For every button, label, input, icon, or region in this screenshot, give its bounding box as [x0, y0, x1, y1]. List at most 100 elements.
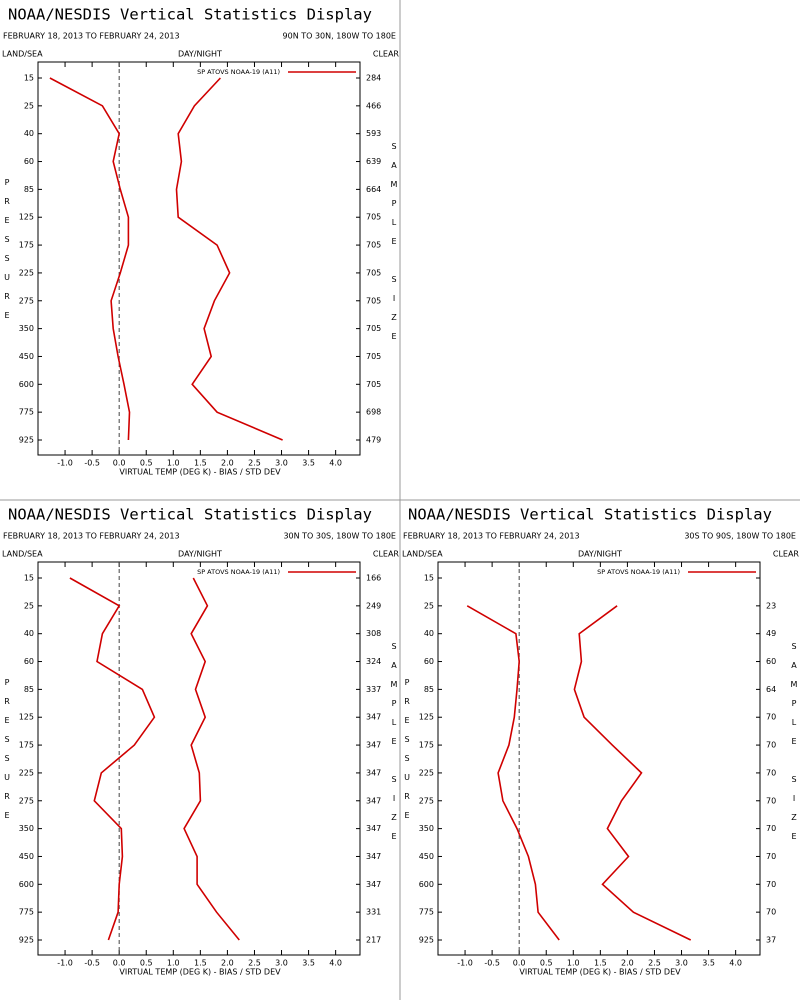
x-tick-label: 2.5	[248, 459, 261, 468]
x-tick-label: 0.5	[140, 459, 153, 468]
sample-size: 60	[766, 657, 776, 666]
y-tick-label: 60	[24, 657, 34, 666]
y2-axis-label: SAMPLE SIZE	[790, 642, 799, 851]
x-tick-label: 2.0	[221, 959, 234, 968]
y-tick-label: 275	[19, 796, 34, 805]
sample-size: 466	[366, 101, 381, 110]
y-tick-label: 15	[24, 74, 34, 83]
y-tick-label: 85	[424, 685, 434, 694]
y-tick-label: 925	[419, 936, 434, 945]
sample-size: 70	[766, 768, 776, 777]
y2-axis-label: SAMPLE SIZE	[390, 142, 399, 351]
sample-size: 70	[766, 880, 776, 889]
sample-size: 249	[366, 601, 381, 610]
surface: LAND/SEA	[2, 50, 43, 59]
y-tick-label: 40	[24, 629, 34, 638]
bias-line	[466, 605, 560, 941]
y-tick-label: 600	[19, 880, 34, 889]
y-tick-label: 225	[419, 768, 434, 777]
time: DAY/NIGHT	[178, 550, 222, 559]
y-tick-label: 40	[24, 129, 34, 138]
x-tick-label: 0.0	[113, 459, 126, 468]
std-dev-line	[573, 605, 692, 941]
sample-size: 347	[366, 796, 381, 805]
time: DAY/NIGHT	[178, 50, 222, 59]
sample-size: 324	[366, 657, 381, 666]
region: 30S TO 90S, 180W TO 180E	[684, 532, 796, 541]
y-tick-label: 60	[24, 157, 34, 166]
x-tick-label: 4.0	[729, 959, 742, 968]
region: 30N TO 30S, 180W TO 180E	[283, 532, 396, 541]
x-tick-label: 3.5	[302, 459, 315, 468]
y2-axis-label: SAMPLE SIZE	[390, 642, 399, 851]
sample-size: 705	[366, 296, 381, 305]
sample-size: 70	[766, 908, 776, 917]
sample-size: 284	[366, 74, 381, 83]
legend-label: SP ATOVS NOAA-19 (A11)	[197, 568, 280, 576]
bias-line	[69, 577, 156, 941]
y-axis-label: PRESSURE	[3, 178, 12, 330]
x-tick-label: 3.0	[275, 459, 288, 468]
x-axis-label: VIRTUAL TEMP (DEG K) - BIAS / STD DEV	[519, 968, 681, 977]
y-tick-label: 175	[19, 741, 34, 750]
sample-size: 37	[766, 936, 776, 945]
x-tick-label: 0.5	[140, 959, 153, 968]
date-range: FEBRUARY 18, 2013 TO FEBRUARY 24, 2013	[403, 532, 580, 541]
sample-size: 593	[366, 129, 381, 138]
y-tick-label: 600	[19, 380, 34, 389]
y-axis-label: PRESSURE	[3, 678, 12, 830]
y-tick-label: 125	[19, 213, 34, 222]
x-tick-label: 3.0	[675, 959, 688, 968]
y-tick-label: 225	[19, 768, 34, 777]
y-tick-label: 350	[419, 824, 434, 833]
sky: CLEAR	[373, 550, 400, 559]
chart-title: NOAA/NESDIS Vertical Statistics Display	[408, 506, 772, 524]
sample-size: 705	[366, 241, 381, 250]
y-axis-label: PRESSURE	[403, 678, 412, 830]
sample-size: 347	[366, 768, 381, 777]
x-tick-label: 2.5	[248, 959, 261, 968]
sample-size: 70	[766, 713, 776, 722]
sample-size: 347	[366, 824, 381, 833]
sample-size: 347	[366, 880, 381, 889]
x-tick-label: -1.0	[457, 959, 473, 968]
sample-size: 49	[766, 629, 776, 638]
sample-size: 166	[366, 574, 381, 583]
x-tick-label: 1.0	[567, 959, 580, 968]
sample-size: 70	[766, 852, 776, 861]
y-tick-label: 40	[424, 629, 434, 638]
sample-size: 705	[366, 380, 381, 389]
x-axis-label: VIRTUAL TEMP (DEG K) - BIAS / STD DEV	[119, 968, 281, 977]
sample-size: 705	[366, 213, 381, 222]
chart-title: NOAA/NESDIS Vertical Statistics Display	[8, 6, 372, 24]
y-tick-label: 450	[419, 852, 434, 861]
y-tick-label: 275	[419, 796, 434, 805]
y-tick-label: 85	[24, 685, 34, 694]
y-tick-label: 450	[19, 352, 34, 361]
y-tick-label: 125	[419, 713, 434, 722]
y-tick-label: 350	[19, 324, 34, 333]
x-tick-label: 3.5	[302, 959, 315, 968]
plot-frame	[37, 61, 361, 456]
x-tick-label: 3.5	[702, 959, 715, 968]
chart-panel: NOAA/NESDIS Vertical Statistics Display F…	[2, 6, 399, 477]
plot-frame	[437, 561, 761, 956]
y-tick-label: 275	[19, 296, 34, 305]
sample-size: 331	[366, 908, 381, 917]
x-tick-label: -0.5	[84, 459, 100, 468]
std-dev-line	[183, 577, 240, 941]
chart-panel: NOAA/NESDIS Vertical Statistics Display F…	[402, 506, 799, 977]
sample-size: 705	[366, 268, 381, 277]
x-tick-label: 2.0	[221, 459, 234, 468]
sample-size: 347	[366, 852, 381, 861]
x-tick-label: 1.0	[167, 459, 180, 468]
y-tick-label: 175	[419, 741, 434, 750]
x-axis-label: VIRTUAL TEMP (DEG K) - BIAS / STD DEV	[119, 468, 281, 477]
x-tick-label: 2.5	[648, 959, 661, 968]
y-tick-label: 350	[19, 824, 34, 833]
surface: LAND/SEA	[402, 550, 443, 559]
y-tick-label: 450	[19, 852, 34, 861]
date-range: FEBRUARY 18, 2013 TO FEBRUARY 24, 2013	[3, 532, 180, 541]
chart-panel: NOAA/NESDIS Vertical Statistics Display F…	[2, 506, 399, 977]
